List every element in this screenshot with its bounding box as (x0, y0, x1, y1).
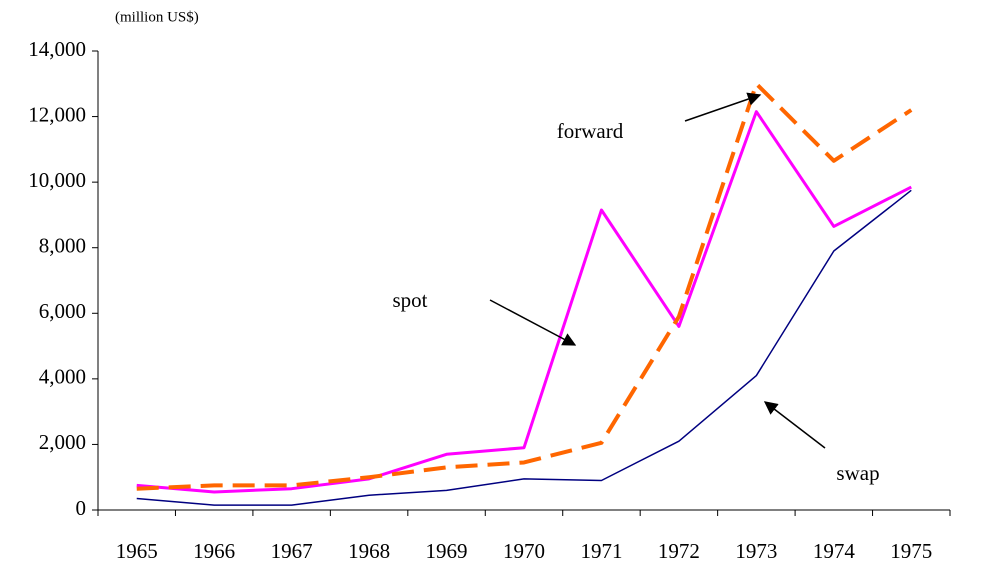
annotation-arrow (763, 401, 826, 449)
annotation-arrow (684, 92, 762, 122)
x-tick-label: 1969 (426, 539, 468, 563)
series-line (136, 189, 912, 506)
series-line (136, 81, 913, 491)
x-tick-label: 1971 (580, 539, 622, 563)
y-tick-label: 14,000 (28, 37, 86, 61)
x-tick-label: 1967 (271, 539, 313, 563)
x-tick-label: 1974 (813, 539, 856, 563)
y-axis-label: (million US$) (115, 9, 199, 25)
annotation: spot (392, 288, 427, 312)
x-tick-label: 1968 (348, 539, 390, 563)
x-tick-label: 1973 (735, 539, 777, 563)
y-tick-label: 12,000 (28, 102, 86, 126)
y-tick-label: 2,000 (39, 430, 86, 454)
x-tick-label: 1965 (116, 539, 158, 563)
series-line (136, 110, 912, 494)
x-tick-label: 1970 (503, 539, 545, 563)
y-tick-label: 10,000 (28, 168, 86, 192)
y-tick-label: 4,000 (39, 365, 86, 389)
y-tick-label: 8,000 (39, 234, 86, 258)
x-tick-label: 1966 (193, 539, 235, 563)
y-tick-label: 6,000 (39, 299, 86, 323)
y-tick-label: 0 (76, 496, 87, 520)
annotation-arrow (489, 299, 577, 346)
x-tick-label: 1972 (658, 539, 700, 563)
annotation: forward (557, 119, 624, 143)
annotation: swap (836, 461, 879, 485)
x-tick-label: 1975 (890, 539, 932, 563)
